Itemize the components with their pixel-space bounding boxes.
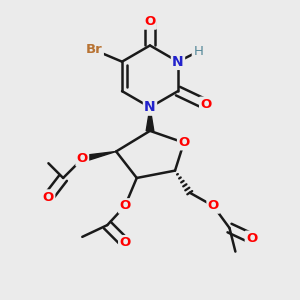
Text: Br: Br [86,44,102,56]
Text: O: O [43,190,54,204]
Text: O: O [119,200,130,212]
Text: N: N [144,100,156,114]
Text: O: O [246,232,257,245]
Text: O: O [208,200,219,212]
Text: Br: Br [86,44,102,56]
Text: H: H [194,45,203,58]
Text: O: O [178,136,190,149]
Text: H: H [193,45,204,58]
Text: O: O [144,15,156,28]
Text: O: O [119,236,130,249]
Text: N: N [172,55,184,69]
Text: O: O [77,152,88,165]
Text: N: N [144,100,156,114]
Text: O: O [200,98,211,111]
Polygon shape [146,107,154,131]
Text: N: N [172,55,184,69]
Polygon shape [82,152,116,162]
